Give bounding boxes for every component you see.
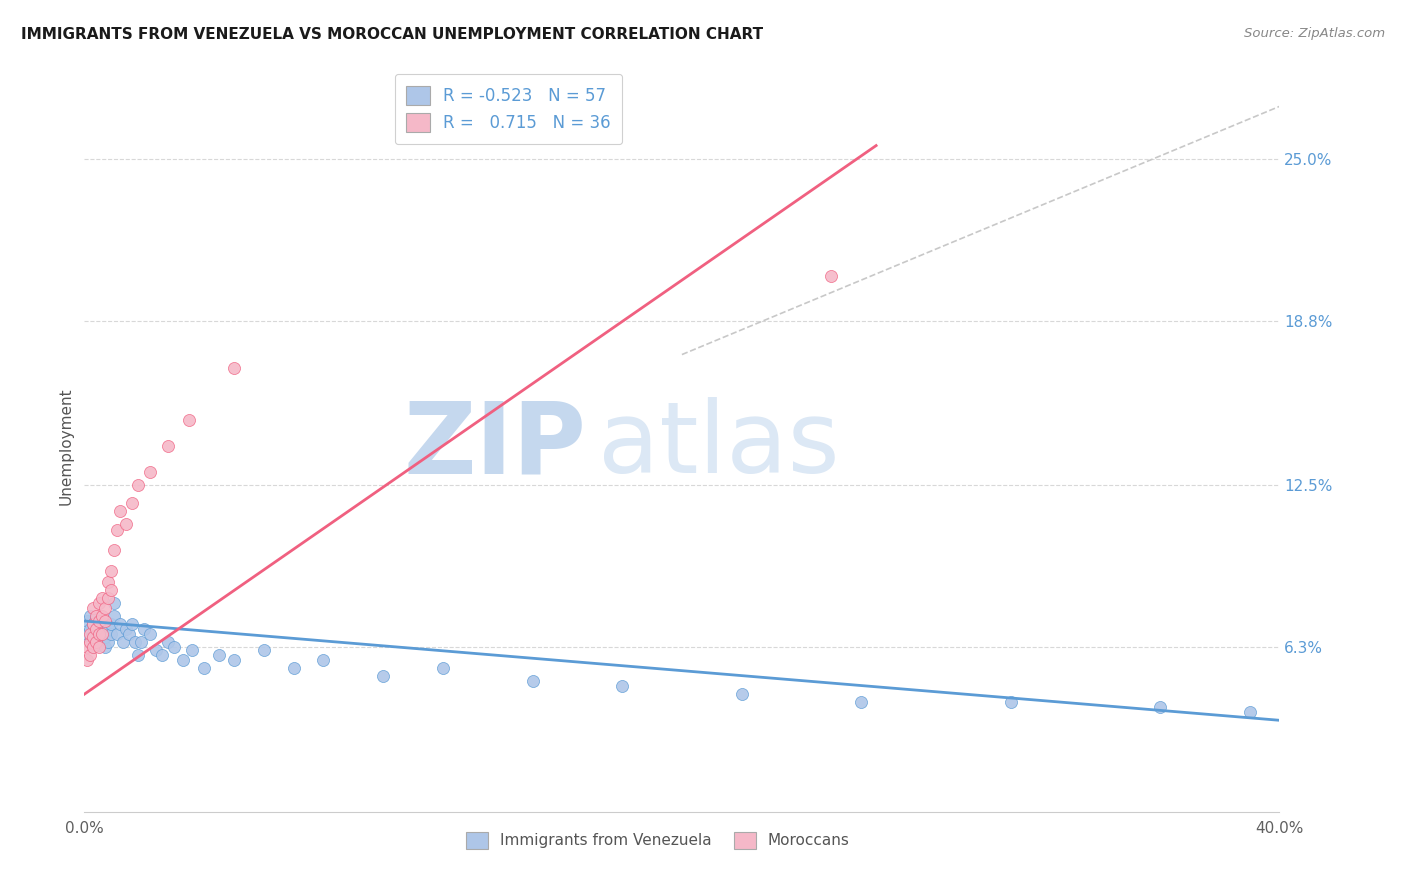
Point xyxy=(193,661,215,675)
Point xyxy=(118,627,141,641)
Point xyxy=(121,616,143,631)
Point xyxy=(1239,706,1261,720)
Point xyxy=(89,614,111,628)
Point xyxy=(79,635,101,649)
Point xyxy=(100,627,122,641)
Point xyxy=(91,591,114,605)
Point xyxy=(100,565,122,579)
Point xyxy=(105,523,128,537)
Point xyxy=(112,635,135,649)
Point xyxy=(89,627,111,641)
Point xyxy=(103,608,125,623)
Point xyxy=(1149,700,1171,714)
Point xyxy=(79,635,101,649)
Point xyxy=(105,627,128,641)
Text: Source: ZipAtlas.com: Source: ZipAtlas.com xyxy=(1244,27,1385,40)
Point xyxy=(181,642,204,657)
Point xyxy=(222,653,245,667)
Point xyxy=(820,269,842,284)
Point xyxy=(115,517,138,532)
Point xyxy=(76,614,98,628)
Point xyxy=(91,622,114,636)
Point xyxy=(124,635,146,649)
Point xyxy=(91,635,114,649)
Point xyxy=(89,638,111,652)
Point xyxy=(283,661,305,675)
Point xyxy=(94,614,117,628)
Point xyxy=(91,627,114,641)
Point xyxy=(82,616,104,631)
Point xyxy=(132,622,156,636)
Point xyxy=(97,622,120,636)
Text: atlas: atlas xyxy=(599,398,839,494)
Point xyxy=(89,640,111,655)
Point xyxy=(253,642,276,657)
Text: IMMIGRANTS FROM VENEZUELA VS MOROCCAN UNEMPLOYMENT CORRELATION CHART: IMMIGRANTS FROM VENEZUELA VS MOROCCAN UN… xyxy=(21,27,763,42)
Point xyxy=(172,653,194,667)
Point xyxy=(82,616,104,631)
Point xyxy=(94,601,117,615)
Point xyxy=(612,679,634,693)
Point xyxy=(94,640,117,655)
Point xyxy=(121,496,143,510)
Point xyxy=(97,574,120,589)
Point xyxy=(103,543,125,558)
Point xyxy=(79,627,101,641)
Point xyxy=(76,627,98,641)
Point xyxy=(110,616,132,631)
Point xyxy=(127,478,149,492)
Point xyxy=(76,640,98,655)
Point xyxy=(163,640,186,655)
Point xyxy=(127,648,149,662)
Point xyxy=(82,640,104,655)
Point xyxy=(86,608,108,623)
Y-axis label: Unemployment: Unemployment xyxy=(58,387,73,505)
Point xyxy=(157,635,180,649)
Point xyxy=(86,635,108,649)
Point xyxy=(150,648,173,662)
Point xyxy=(129,635,152,649)
Point xyxy=(97,635,120,649)
Point xyxy=(851,695,873,709)
Point xyxy=(82,630,104,644)
Legend: Immigrants from Venezuela, Moroccans: Immigrants from Venezuela, Moroccans xyxy=(460,825,856,855)
Point xyxy=(86,611,108,625)
Point xyxy=(115,622,138,636)
Point xyxy=(145,642,167,657)
Point xyxy=(208,648,231,662)
Point xyxy=(157,439,180,453)
Point xyxy=(97,591,120,605)
Point xyxy=(312,653,335,667)
Point xyxy=(79,648,101,662)
Point xyxy=(79,622,101,636)
Point xyxy=(86,622,108,636)
Text: ZIP: ZIP xyxy=(404,398,586,494)
Point xyxy=(89,614,111,628)
Point xyxy=(522,674,544,689)
Point xyxy=(79,608,101,623)
Point xyxy=(139,465,162,479)
Point xyxy=(89,596,111,610)
Point xyxy=(110,504,132,518)
Point xyxy=(82,640,104,655)
Point xyxy=(94,630,117,644)
Point xyxy=(86,622,108,636)
Point xyxy=(100,616,122,631)
Point xyxy=(100,582,122,597)
Point xyxy=(82,627,104,641)
Point xyxy=(222,360,245,375)
Point xyxy=(94,616,117,631)
Point xyxy=(177,413,200,427)
Point xyxy=(432,661,454,675)
Point xyxy=(103,596,125,610)
Point xyxy=(86,632,108,647)
Point xyxy=(1000,695,1022,709)
Point xyxy=(82,601,104,615)
Point xyxy=(373,669,395,683)
Point xyxy=(89,627,111,641)
Point xyxy=(76,653,98,667)
Point xyxy=(91,608,114,623)
Point xyxy=(731,687,754,701)
Point xyxy=(139,627,162,641)
